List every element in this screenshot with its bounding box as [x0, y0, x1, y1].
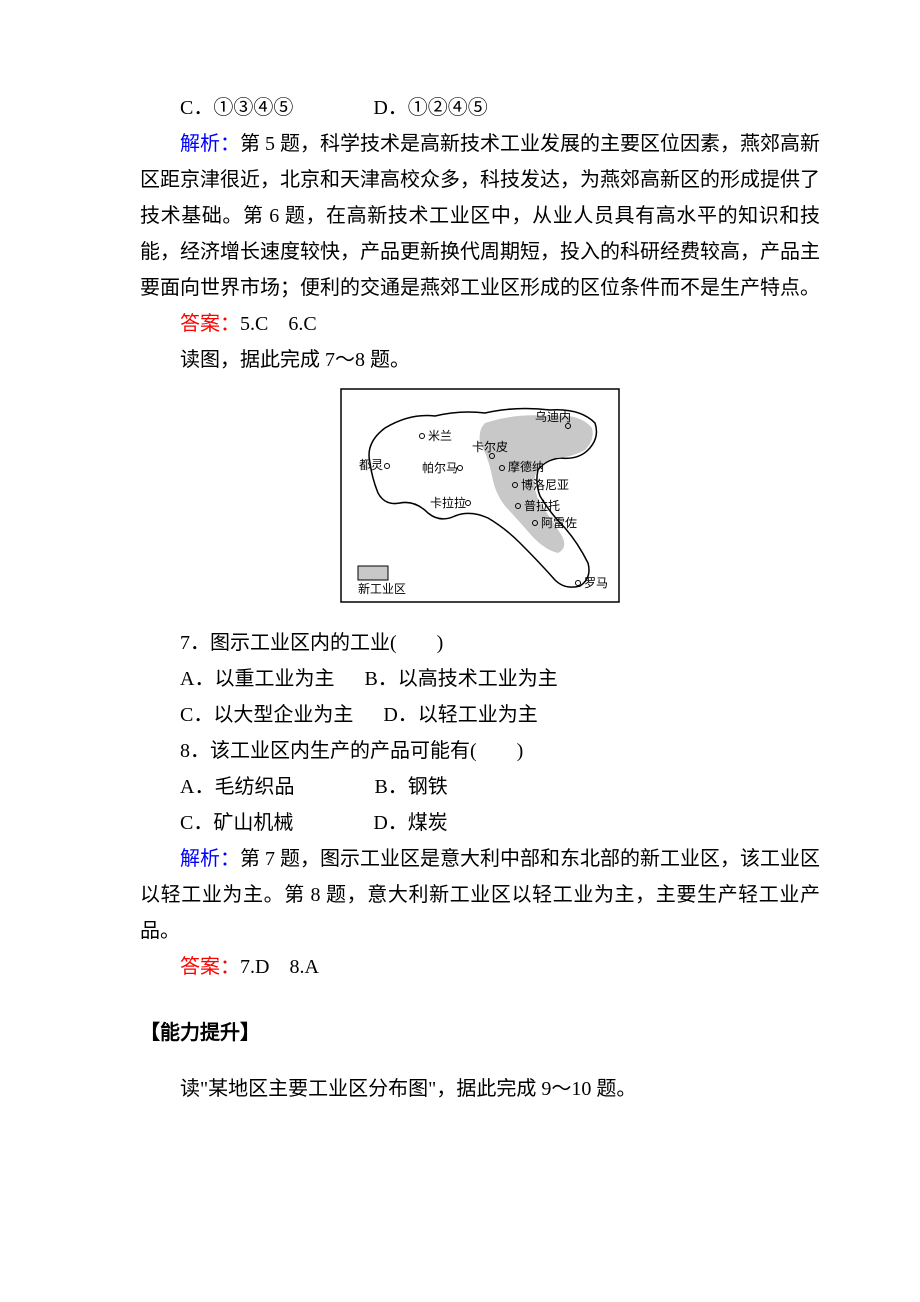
city-prato: 普拉托	[524, 498, 560, 513]
city-bologna: 博洛尼亚	[521, 477, 569, 492]
q8-options-cd: C．矿山机械 D．煤炭	[140, 805, 820, 841]
section-heading: 【能力提升】	[140, 1015, 820, 1051]
q910-intro: 读"某地区主要工业区分布图"，据此完成 9～10 题。	[140, 1071, 820, 1107]
q56-options-cd: C．①③④⑤ D．①②④⑤	[140, 90, 820, 126]
q56-analysis: 解析：第 5 题，科学技术是高新技术工业发展的主要区位因素，燕郊高新区距京津很近…	[140, 126, 820, 306]
city-rome: 罗马	[584, 576, 608, 590]
q7-stem: 7．图示工业区内的工业( )	[140, 625, 820, 661]
italy-map: 米兰 乌迪内 卡尔皮 都灵 帕尔马 摩德纳 博洛尼亚 卡拉拉 普拉托 阿雷佐 罗…	[140, 388, 820, 615]
q56-analysis-text: 第 5 题，科学技术是高新技术工业发展的主要区位因素，燕郊高新区距京津很近，北京…	[140, 133, 820, 299]
q78-analysis: 解析：第 7 题，图示工业区是意大利中部和东北部的新工业区，该工业区以轻工业为主…	[140, 841, 820, 949]
q78-intro: 读图，据此完成 7～8 题。	[140, 342, 820, 378]
q7-options-cd: C．以大型企业为主 D．以轻工业为主	[140, 697, 820, 733]
q78-answer: 答案：7.D 8.A	[140, 949, 820, 985]
answer-label: 答案：	[180, 956, 240, 978]
analysis-label: 解析：	[180, 133, 240, 155]
city-udine: 乌迪内	[535, 409, 571, 424]
q7-option-c: C．以大型企业为主	[180, 704, 353, 726]
q56-answer-text: 5.C 6.C	[240, 313, 317, 335]
answer-label: 答案：	[180, 313, 240, 335]
q8-option-a: A．毛纺织品	[180, 776, 294, 798]
q7-options-ab: A．以重工业为主 B．以高技术工业为主	[140, 661, 820, 697]
city-karpi: 卡尔皮	[472, 439, 508, 454]
legend-label: 新工业区	[358, 581, 406, 596]
city-modena: 摩德纳	[508, 459, 544, 474]
city-arezzo: 阿雷佐	[541, 516, 577, 530]
q7-option-a: A．以重工业为主	[180, 668, 334, 690]
q7-option-d: D．以轻工业为主	[383, 704, 537, 726]
city-carrara: 卡拉拉	[430, 495, 466, 510]
q8-options-ab: A．毛纺织品 B．钢铁	[140, 769, 820, 805]
q56-option-d: D．①②④⑤	[373, 97, 487, 119]
q78-analysis-text: 第 7 题，图示工业区是意大利中部和东北部的新工业区，该工业区以轻工业为主。第 …	[140, 848, 820, 942]
map-svg: 米兰 乌迪内 卡尔皮 都灵 帕尔马 摩德纳 博洛尼亚 卡拉拉 普拉托 阿雷佐 罗…	[340, 388, 620, 603]
city-milan: 米兰	[428, 429, 452, 443]
q78-answer-text: 7.D 8.A	[240, 956, 319, 978]
q8-option-b: B．钢铁	[374, 776, 447, 798]
q8-option-d: D．煤炭	[373, 812, 447, 834]
city-turin: 都灵	[359, 458, 383, 472]
q56-answer: 答案：5.C 6.C	[140, 306, 820, 342]
q7-option-b: B．以高技术工业为主	[364, 668, 557, 690]
q8-option-c: C．矿山机械	[180, 812, 293, 834]
q56-option-c: C．①③④⑤	[180, 97, 293, 119]
city-parma: 帕尔马	[422, 460, 458, 475]
q8-stem: 8．该工业区内生产的产品可能有( )	[140, 733, 820, 769]
analysis-label: 解析：	[180, 848, 240, 870]
